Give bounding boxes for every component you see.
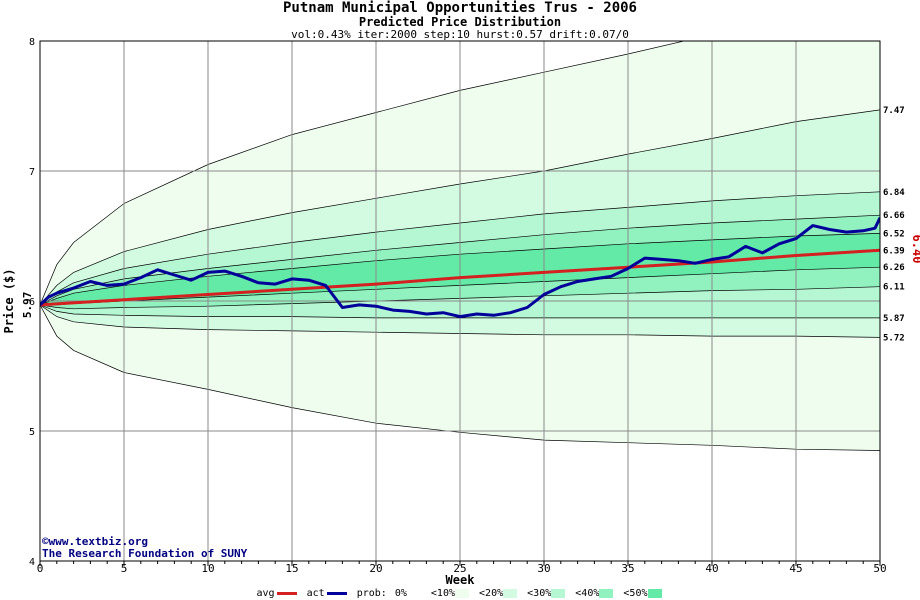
chart-legend: avg act prob: 0% <10% <20% <30% <40% <50… (0, 588, 920, 600)
y-axis-label: Price ($) (2, 268, 16, 333)
x-tick-label-5: 5 (121, 562, 128, 575)
chart-subtitle: Predicted Price Distribution (358, 15, 562, 29)
legend-level-50: <50% (623, 588, 663, 599)
x-tick-label-50: 50 (873, 562, 886, 575)
legend-level-30-swatch (551, 588, 566, 598)
legend-avg: avg (257, 588, 299, 599)
quantile-label-6-52: 6.52 (883, 229, 905, 239)
y-tick-label-8: 8 (29, 37, 35, 48)
quantile-label-6-11: 6.11 (883, 283, 905, 293)
legend-act-label: act (306, 588, 325, 599)
legend-avg-label: avg (256, 588, 275, 599)
chart-params: vol:0.43% iter:2000 step:10 hurst:0.57 d… (291, 28, 629, 41)
legend-level-10: <10% (431, 588, 471, 599)
quantile-label-6-84: 6.84 (883, 188, 905, 198)
x-axis-ticks: 0 5 10 15 20 25 30 35 40 45 50 (37, 561, 887, 575)
foundation-credit: The Research Foundation of SUNY (42, 547, 248, 560)
start-price-label: 5.97 (21, 292, 34, 319)
quantile-label-6-66: 6.66 (883, 211, 905, 221)
final-actual-label: 6.40 (910, 235, 920, 264)
legend-level-50-label: <50% (623, 588, 648, 599)
x-tick-label-20: 20 (369, 562, 382, 575)
x-tick-label-15: 15 (285, 562, 298, 575)
y-tick-label-5: 5 (29, 427, 35, 438)
series-avg-line (40, 248, 880, 307)
legend-avg-swatch (276, 591, 297, 595)
x-tick-label-25: 25 (453, 562, 466, 575)
series (40, 217, 880, 319)
x-tick-label-10: 10 (201, 562, 214, 575)
x-tick-label-45: 45 (789, 562, 802, 575)
legend-level-30: <30% (527, 588, 567, 599)
legend-level-20-label: <20% (479, 588, 504, 599)
series-act-line (40, 217, 880, 319)
x-tick-label-0: 0 (37, 562, 44, 575)
x-axis-label: Week (446, 573, 476, 587)
y-axis-ticks: 4 5 6 7 8 (29, 37, 35, 568)
legend-level-0-label: 0% (394, 588, 407, 599)
legend-level-40-label: <40% (575, 588, 600, 599)
y-tick-label-4: 4 (29, 557, 35, 568)
legend-level-10-label: <10% (430, 588, 455, 599)
legend-prob-label: prob: (356, 588, 387, 599)
legend-level-0: 0% (395, 588, 423, 599)
quantile-labels: 7.47 6.84 6.66 6.52 6.39 6.26 6.11 5.87 5.72 (883, 106, 905, 343)
legend-level-10-swatch (455, 588, 469, 598)
legend-level-0-swatch (406, 588, 421, 598)
legend-level-50-swatch (647, 588, 662, 598)
copyright-credit: ©www.textbiz.org (42, 535, 148, 548)
chart-title: Putnam Municipal Opportunities Trus - 20… (282, 0, 637, 16)
quantile-label-6-39: 6.39 (883, 246, 905, 256)
quantile-label-7-47: 7.47 (883, 106, 905, 116)
quantile-label-5-87: 5.87 (883, 314, 905, 324)
x-tick-label-30: 30 (537, 562, 550, 575)
x-tick-label-40: 40 (705, 562, 718, 575)
legend-level-20: <20% (479, 588, 519, 599)
legend-act: act (307, 588, 349, 599)
quantile-label-6-26: 6.26 (883, 263, 905, 273)
legend-level-40-swatch (599, 588, 614, 598)
y-tick-label-7: 7 (29, 167, 35, 178)
quantile-label-5-72: 5.72 (883, 333, 905, 343)
legend-level-30-label: <30% (527, 588, 552, 599)
y-tick-label-6: 6 (29, 297, 35, 308)
legend-level-20-swatch (503, 588, 518, 598)
legend-level-40: <40% (575, 588, 615, 599)
legend-act-swatch (326, 591, 347, 595)
x-tick-label-35: 35 (621, 562, 634, 575)
legend-prob: prob: (357, 588, 387, 599)
